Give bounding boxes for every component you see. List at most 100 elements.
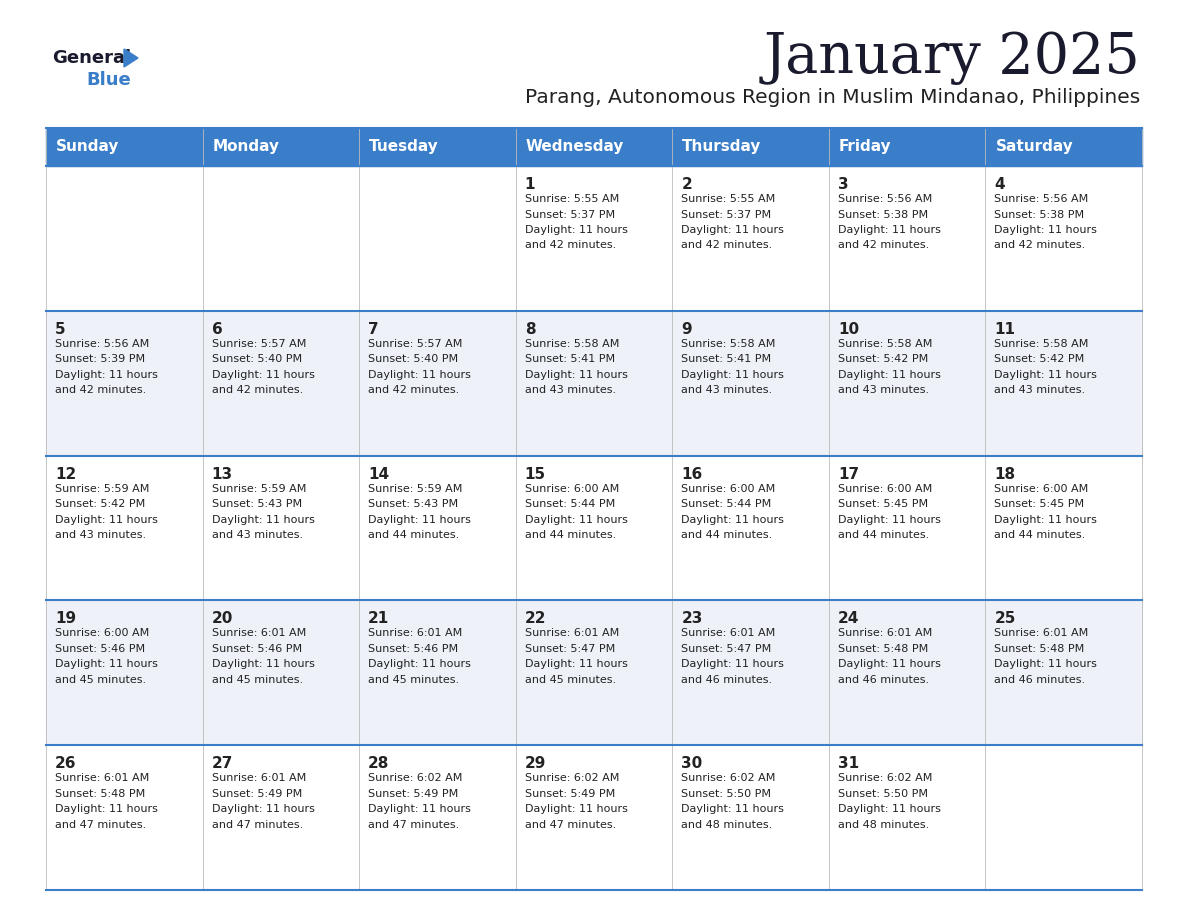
Text: Sunrise: 6:02 AM: Sunrise: 6:02 AM [681, 773, 776, 783]
Text: and 44 minutes.: and 44 minutes. [681, 530, 772, 540]
Text: Sunset: 5:46 PM: Sunset: 5:46 PM [55, 644, 145, 654]
Text: and 44 minutes.: and 44 minutes. [994, 530, 1086, 540]
Text: Daylight: 11 hours: Daylight: 11 hours [55, 515, 158, 524]
Text: and 43 minutes.: and 43 minutes. [681, 386, 772, 396]
Text: and 47 minutes.: and 47 minutes. [368, 820, 460, 830]
Text: Sunrise: 6:01 AM: Sunrise: 6:01 AM [994, 629, 1088, 638]
Text: Daylight: 11 hours: Daylight: 11 hours [838, 659, 941, 669]
Text: Sunrise: 5:57 AM: Sunrise: 5:57 AM [211, 339, 307, 349]
Text: 1: 1 [525, 177, 536, 192]
Text: Daylight: 11 hours: Daylight: 11 hours [681, 804, 784, 814]
Text: Daylight: 11 hours: Daylight: 11 hours [838, 370, 941, 380]
Bar [46, 166, 1142, 311]
Text: Daylight: 11 hours: Daylight: 11 hours [368, 515, 470, 524]
Text: Sunset: 5:39 PM: Sunset: 5:39 PM [55, 354, 145, 364]
Bar [46, 311, 1142, 455]
Text: Monday: Monday [213, 140, 279, 154]
Text: Sunrise: 6:01 AM: Sunrise: 6:01 AM [211, 773, 305, 783]
Text: Daylight: 11 hours: Daylight: 11 hours [681, 659, 784, 669]
Text: 19: 19 [55, 611, 76, 626]
Text: Sunset: 5:47 PM: Sunset: 5:47 PM [525, 644, 615, 654]
Text: and 44 minutes.: and 44 minutes. [525, 530, 615, 540]
Text: 6: 6 [211, 322, 222, 337]
Text: Sunset: 5:50 PM: Sunset: 5:50 PM [681, 789, 771, 799]
Text: 12: 12 [55, 466, 76, 482]
Text: and 46 minutes.: and 46 minutes. [994, 675, 1086, 685]
Text: and 45 minutes.: and 45 minutes. [211, 675, 303, 685]
Text: Sunrise: 6:00 AM: Sunrise: 6:00 AM [55, 629, 150, 638]
Text: Saturday: Saturday [996, 140, 1073, 154]
Text: Daylight: 11 hours: Daylight: 11 hours [525, 370, 627, 380]
Text: 18: 18 [994, 466, 1016, 482]
Text: Sunset: 5:38 PM: Sunset: 5:38 PM [994, 209, 1085, 219]
Text: Sunset: 5:48 PM: Sunset: 5:48 PM [55, 789, 145, 799]
Text: Daylight: 11 hours: Daylight: 11 hours [681, 225, 784, 235]
Text: and 48 minutes.: and 48 minutes. [681, 820, 772, 830]
Text: 5: 5 [55, 322, 65, 337]
Text: Sunrise: 5:58 AM: Sunrise: 5:58 AM [838, 339, 933, 349]
Text: 24: 24 [838, 611, 859, 626]
Text: and 42 minutes.: and 42 minutes. [525, 241, 615, 251]
Text: Sunrise: 5:59 AM: Sunrise: 5:59 AM [211, 484, 307, 494]
Text: 21: 21 [368, 611, 390, 626]
Text: Sunrise: 5:59 AM: Sunrise: 5:59 AM [55, 484, 150, 494]
Text: Sunset: 5:48 PM: Sunset: 5:48 PM [838, 644, 928, 654]
Text: and 46 minutes.: and 46 minutes. [838, 675, 929, 685]
Text: Sunrise: 6:00 AM: Sunrise: 6:00 AM [681, 484, 776, 494]
Text: General: General [52, 49, 131, 67]
Text: Sunrise: 5:58 AM: Sunrise: 5:58 AM [994, 339, 1089, 349]
Text: 26: 26 [55, 756, 76, 771]
Text: Daylight: 11 hours: Daylight: 11 hours [994, 515, 1098, 524]
Text: Blue: Blue [86, 71, 131, 89]
Text: January 2025: January 2025 [763, 30, 1140, 84]
Text: Sunrise: 6:00 AM: Sunrise: 6:00 AM [525, 484, 619, 494]
Text: and 42 minutes.: and 42 minutes. [994, 241, 1086, 251]
Text: Daylight: 11 hours: Daylight: 11 hours [838, 804, 941, 814]
Text: Friday: Friday [839, 140, 891, 154]
Bar [46, 128, 1142, 166]
Text: and 47 minutes.: and 47 minutes. [55, 820, 146, 830]
Text: 20: 20 [211, 611, 233, 626]
Bar [46, 455, 1142, 600]
Text: Sunset: 5:47 PM: Sunset: 5:47 PM [681, 644, 771, 654]
Text: 14: 14 [368, 466, 390, 482]
Text: and 46 minutes.: and 46 minutes. [681, 675, 772, 685]
Text: Sunrise: 5:56 AM: Sunrise: 5:56 AM [838, 194, 933, 204]
Text: Sunset: 5:45 PM: Sunset: 5:45 PM [838, 499, 928, 509]
Text: and 43 minutes.: and 43 minutes. [55, 530, 146, 540]
Text: 17: 17 [838, 466, 859, 482]
Text: Daylight: 11 hours: Daylight: 11 hours [55, 804, 158, 814]
Text: Sunrise: 6:01 AM: Sunrise: 6:01 AM [211, 629, 305, 638]
Text: and 43 minutes.: and 43 minutes. [838, 386, 929, 396]
Text: Sunrise: 5:55 AM: Sunrise: 5:55 AM [681, 194, 776, 204]
Text: Sunset: 5:40 PM: Sunset: 5:40 PM [368, 354, 459, 364]
Text: 25: 25 [994, 611, 1016, 626]
Polygon shape [124, 49, 138, 67]
Text: 3: 3 [838, 177, 848, 192]
Text: Sunset: 5:42 PM: Sunset: 5:42 PM [994, 354, 1085, 364]
Text: and 42 minutes.: and 42 minutes. [55, 386, 146, 396]
Text: and 43 minutes.: and 43 minutes. [211, 530, 303, 540]
Text: Sunrise: 6:01 AM: Sunrise: 6:01 AM [525, 629, 619, 638]
Text: 2: 2 [681, 177, 693, 192]
Text: Sunset: 5:45 PM: Sunset: 5:45 PM [994, 499, 1085, 509]
Text: Daylight: 11 hours: Daylight: 11 hours [211, 659, 315, 669]
Text: Sunrise: 5:56 AM: Sunrise: 5:56 AM [994, 194, 1088, 204]
Text: Daylight: 11 hours: Daylight: 11 hours [368, 370, 470, 380]
Text: and 45 minutes.: and 45 minutes. [368, 675, 460, 685]
Text: Daylight: 11 hours: Daylight: 11 hours [525, 225, 627, 235]
Text: and 42 minutes.: and 42 minutes. [368, 386, 460, 396]
Text: and 45 minutes.: and 45 minutes. [525, 675, 615, 685]
Text: Sunset: 5:41 PM: Sunset: 5:41 PM [525, 354, 615, 364]
Text: and 43 minutes.: and 43 minutes. [994, 386, 1086, 396]
Text: Sunrise: 6:00 AM: Sunrise: 6:00 AM [994, 484, 1088, 494]
Text: Daylight: 11 hours: Daylight: 11 hours [681, 515, 784, 524]
Text: Sunset: 5:49 PM: Sunset: 5:49 PM [525, 789, 615, 799]
Text: 8: 8 [525, 322, 536, 337]
Text: Sunrise: 6:01 AM: Sunrise: 6:01 AM [838, 629, 933, 638]
Text: Sunset: 5:37 PM: Sunset: 5:37 PM [525, 209, 615, 219]
Text: Daylight: 11 hours: Daylight: 11 hours [994, 225, 1098, 235]
Text: and 44 minutes.: and 44 minutes. [838, 530, 929, 540]
Text: Sunset: 5:43 PM: Sunset: 5:43 PM [211, 499, 302, 509]
Text: 11: 11 [994, 322, 1016, 337]
